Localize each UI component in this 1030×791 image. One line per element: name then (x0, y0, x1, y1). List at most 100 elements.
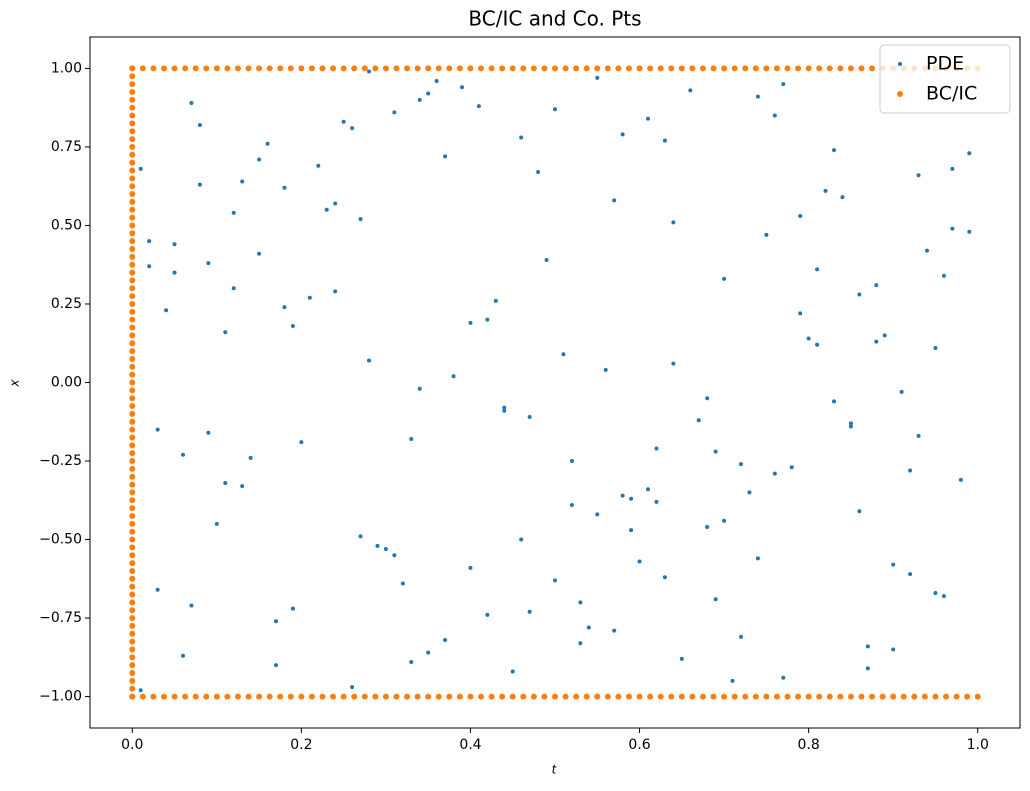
scatter-point (129, 159, 136, 166)
scatter-point (129, 143, 136, 150)
scatter-point (129, 677, 136, 684)
scatter-point (245, 693, 252, 700)
scatter-point (129, 332, 136, 339)
scatter-point (383, 546, 388, 551)
scatter-point (129, 410, 136, 417)
scatter-point (426, 91, 431, 96)
scatter-point (129, 693, 136, 700)
scatter-point (921, 693, 928, 700)
scatter-point (832, 148, 836, 153)
scatter-point (197, 122, 202, 127)
scatter-point (911, 693, 918, 700)
scatter-point (848, 424, 853, 429)
scatter-point (240, 179, 245, 184)
scatter-point (569, 502, 574, 507)
scatter-point (662, 575, 667, 580)
scatter-point (435, 65, 442, 72)
scatter-point (742, 693, 749, 700)
scatter-point (129, 670, 136, 677)
x-tick-label: 0.8 (798, 737, 820, 753)
scatter-point (172, 242, 177, 247)
scatter-point (375, 543, 380, 548)
scatter-point (129, 261, 136, 268)
scatter-point (206, 430, 211, 435)
scatter-point (257, 251, 262, 256)
scatter-point (224, 693, 231, 700)
scatter-point (392, 110, 397, 115)
scatter-point (129, 458, 136, 465)
scatter-point (129, 387, 136, 394)
scatter-point (874, 283, 879, 288)
scatter-point (129, 497, 136, 504)
scatter-point (138, 166, 143, 171)
scatter-point (129, 300, 136, 307)
scatter-point (594, 693, 601, 700)
scatter-point (763, 65, 770, 72)
scatter-point (586, 625, 591, 630)
scatter-point (129, 599, 136, 606)
scatter-point (181, 653, 185, 658)
scatter-point (657, 65, 664, 72)
scatter-point (604, 693, 611, 700)
scatter-point (752, 693, 759, 700)
scatter-point (298, 693, 305, 700)
x-tick-label: 1.0 (967, 737, 989, 753)
scatter-point (816, 65, 823, 72)
scatter-point (900, 693, 907, 700)
scatter-point (891, 562, 896, 567)
scatter-point (603, 367, 608, 372)
scatter-point (256, 693, 263, 700)
scatter-point (206, 261, 211, 266)
scatter-point (129, 567, 136, 574)
scatter-point (468, 565, 473, 570)
legend-marker (898, 62, 902, 66)
scatter-point (941, 594, 946, 599)
scatter-point (451, 374, 456, 379)
legend-box (879, 44, 1011, 114)
scatter-point (358, 534, 363, 539)
scatter-point (823, 188, 828, 193)
scatter-point (509, 65, 516, 72)
scatter-point (699, 693, 706, 700)
scatter-point (129, 308, 136, 315)
plot-frame (89, 36, 1021, 729)
scatter-point (773, 693, 780, 700)
scatter-point (164, 308, 169, 313)
scatter-point (882, 333, 887, 338)
scatter-point (569, 459, 574, 464)
scatter-point (502, 405, 507, 410)
scatter-point (129, 662, 136, 669)
scatter-point (789, 465, 794, 470)
legend-label: PDE (926, 53, 964, 75)
scatter-point (192, 65, 199, 72)
scatter-point (578, 641, 583, 646)
x-axis-label: t (552, 763, 558, 777)
scatter-point (865, 644, 870, 649)
scatter-point (277, 65, 284, 72)
legend: PDE BC/IC (879, 44, 1011, 114)
scatter-point (367, 69, 371, 74)
scatter-point (129, 544, 136, 551)
y-tick-label: −0.50 (39, 532, 82, 548)
scatter-point (671, 361, 676, 366)
scatter-point (925, 248, 929, 253)
scatter-point (696, 418, 701, 423)
scatter-point (435, 693, 442, 700)
scatter-point (129, 340, 136, 347)
scatter-point (964, 693, 971, 700)
scatter-point (953, 693, 960, 700)
scatter-point (308, 65, 315, 72)
scatter-point (160, 693, 167, 700)
scatter-point (129, 104, 136, 111)
scatter-point (361, 65, 368, 72)
scatter-point (129, 505, 136, 512)
scatter-point (595, 512, 600, 517)
scatter-point (615, 65, 622, 72)
scatter-point (129, 128, 136, 135)
scatter-point (541, 65, 548, 72)
scatter-point (129, 324, 136, 331)
scatter-point (552, 65, 558, 72)
scatter-point (426, 650, 431, 655)
scatter-point (806, 336, 811, 341)
